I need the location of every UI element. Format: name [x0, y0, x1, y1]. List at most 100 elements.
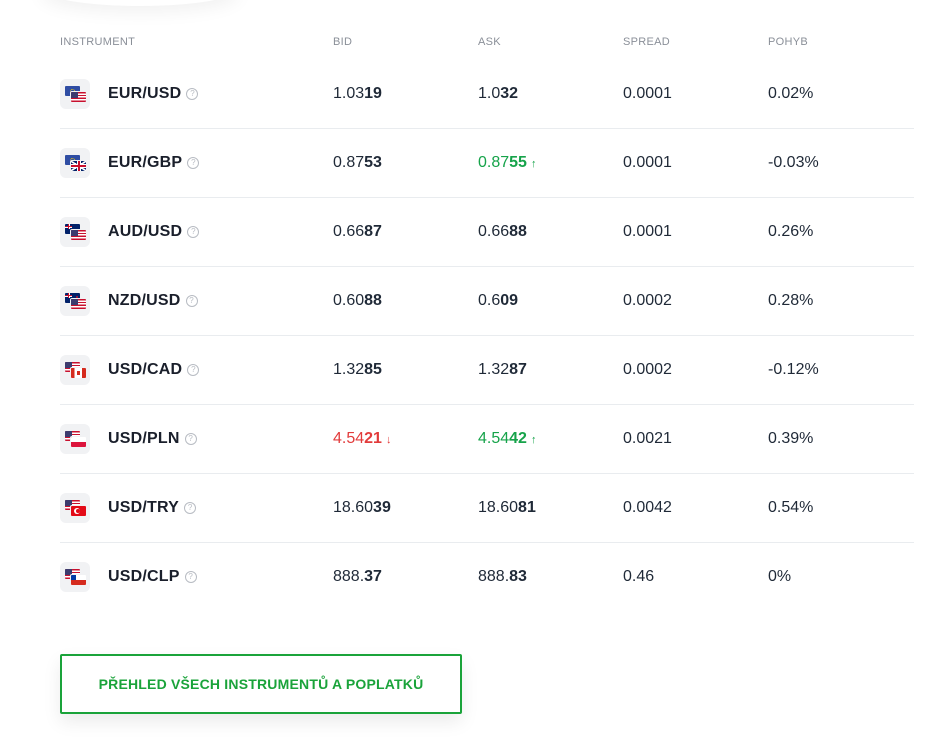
bid-value-base: 18.60	[333, 499, 374, 516]
ask-value-pips: 42	[509, 430, 527, 447]
pl-flag-icon	[71, 437, 86, 447]
table-row[interactable]: USD/CLP? 888.37 888.83 0.46 0%	[60, 543, 914, 611]
ask-value-pips: 83	[509, 568, 527, 585]
ask-value: 1.032	[478, 85, 518, 102]
ask-value-base: 18.60	[478, 499, 519, 516]
spread-cell: 0.0001	[623, 223, 672, 240]
ask-value: 0.8755 ↑	[478, 154, 536, 171]
instrument-name[interactable]: EUR/GBP	[108, 154, 183, 171]
us-flag-icon	[71, 92, 86, 102]
bid-cell: 0.8753	[333, 154, 478, 172]
header-change: POHYB	[768, 36, 809, 48]
bid-cell: 888.37	[333, 568, 478, 586]
ask-cell: 0.8755 ↑	[478, 154, 623, 172]
instrument-name[interactable]: AUD/USD	[108, 223, 183, 240]
help-icon[interactable]: ?	[187, 226, 200, 238]
spread-cell: 0.0042	[623, 499, 672, 516]
top-card-shadow	[40, 0, 240, 6]
cl-flag-icon	[71, 575, 86, 585]
ask-cell: 1.3287	[478, 361, 623, 379]
header-spread: SPREAD	[623, 36, 671, 48]
ask-value-pips: 88	[509, 223, 527, 240]
table-row[interactable]: EUR/GBP? 0.8753 0.8755 ↑ 0.0001 -0.03%	[60, 129, 914, 198]
bid-value-pips: 37	[364, 568, 382, 585]
header-bid: BID	[333, 36, 353, 48]
instrument-name[interactable]: USD/TRY	[108, 499, 180, 516]
instrument-name[interactable]: USD/CLP	[108, 568, 180, 585]
table-row[interactable]: USD/TRY? 18.6039 18.6081 0.0042 0.54%	[60, 474, 914, 543]
change-cell: 0%	[768, 568, 792, 585]
instrument-cell: EUR/USD?	[60, 79, 333, 109]
ask-value: 0.6688	[478, 223, 527, 240]
change-cell: -0.12%	[768, 361, 819, 378]
all-instruments-button[interactable]: PŘEHLED VŠECH INSTRUMENTŮ A POPLATKŮ	[60, 654, 462, 714]
instrument-cell: USD/TRY?	[60, 493, 333, 523]
change-cell: -0.03%	[768, 154, 819, 171]
help-icon[interactable]: ?	[184, 433, 197, 445]
ask-value: 888.83	[478, 568, 527, 585]
ask-value: 0.609	[478, 292, 518, 309]
bid-cell: 0.6088	[333, 292, 478, 310]
ask-value-base: 1.32	[478, 361, 510, 378]
bid-value-pips: 21	[364, 430, 382, 447]
ask-value-pips: 09	[500, 292, 519, 309]
table-row[interactable]: AUD/USD? 0.6687 0.6688 0.0001 0.26%	[60, 198, 914, 267]
spread-cell: 0.0002	[623, 361, 672, 378]
nz-flag-icon	[65, 293, 80, 303]
ask-cell: 0.609	[478, 292, 623, 310]
currency-pair-flags	[60, 148, 90, 178]
bid-value: 4.5421 ↓	[333, 430, 391, 447]
bid-value-pips: 87	[364, 223, 382, 240]
help-icon[interactable]: ?	[184, 571, 197, 583]
table-row[interactable]: USD/PLN? 4.5421 ↓ 4.5442 ↑ 0.0021 0.39%	[60, 405, 914, 474]
instrument-cell: EUR/GBP?	[60, 148, 333, 178]
instrument-name[interactable]: EUR/USD	[108, 85, 182, 102]
help-icon[interactable]: ?	[186, 88, 199, 100]
bid-value: 0.6088	[333, 292, 382, 309]
help-icon[interactable]: ?	[187, 364, 200, 376]
help-icon[interactable]: ?	[184, 502, 197, 514]
bid-value-base: 4.54	[333, 430, 365, 447]
header-instrument: INSTRUMENT	[60, 36, 136, 48]
us-flag-icon	[71, 230, 86, 240]
bid-value: 888.37	[333, 568, 382, 585]
instrument-name[interactable]: USD/CAD	[108, 361, 183, 378]
ask-cell: 888.83	[478, 568, 623, 586]
instrument-cell: AUD/USD?	[60, 217, 333, 247]
currency-pair-flags	[60, 562, 90, 592]
bid-value-base: 0.66	[333, 223, 365, 240]
bid-value-pips: 39	[373, 499, 391, 516]
bid-value: 1.0319	[333, 85, 382, 102]
currency-pair-flags	[60, 424, 90, 454]
ask-value: 1.3287	[478, 361, 527, 378]
instrument-name[interactable]: USD/PLN	[108, 430, 180, 447]
spread-cell: 0.46	[623, 568, 655, 585]
change-cell: 0.28%	[768, 292, 814, 309]
currency-pair-flags	[60, 286, 90, 316]
bid-value-pips: 53	[364, 154, 382, 171]
us-flag-icon	[65, 569, 80, 579]
table-row[interactable]: NZD/USD? 0.6088 0.609 0.0002 0.28%	[60, 267, 914, 336]
spread-cell: 0.0001	[623, 85, 672, 102]
bid-value-base: 0.60	[333, 292, 365, 309]
table-row[interactable]: USD/CAD? 1.32 85 1.3287 0.0002 -0.12%	[60, 336, 914, 405]
table-row[interactable]: EUR/USD? 1.0319 1.032 0.0001 0.02%	[60, 60, 914, 129]
ask-value-pips: 32	[500, 85, 519, 102]
bid-value-pips: 88	[364, 292, 382, 309]
bid-cell: 0.6687	[333, 223, 478, 241]
ask-value: 4.5442 ↑	[478, 430, 536, 447]
bid-value-base: 0.87	[333, 154, 365, 171]
help-icon[interactable]: ?	[185, 295, 198, 307]
currency-pair-flags	[60, 355, 90, 385]
help-icon[interactable]: ?	[187, 157, 200, 169]
change-cell: 0.54%	[768, 499, 814, 516]
bid-value-base: 1.03	[333, 85, 365, 102]
ask-value-base: 1.0	[478, 85, 501, 102]
ask-value-base: 0.87	[478, 154, 510, 171]
ask-cell: 18.6081	[478, 499, 623, 517]
instrument-cell: USD/CLP?	[60, 562, 333, 592]
instrument-name[interactable]: NZD/USD	[108, 292, 181, 309]
bid-value-pips: 85	[364, 361, 382, 378]
price-up-arrow-icon: ↑	[530, 158, 537, 170]
ask-value-pips: 55	[509, 154, 527, 171]
